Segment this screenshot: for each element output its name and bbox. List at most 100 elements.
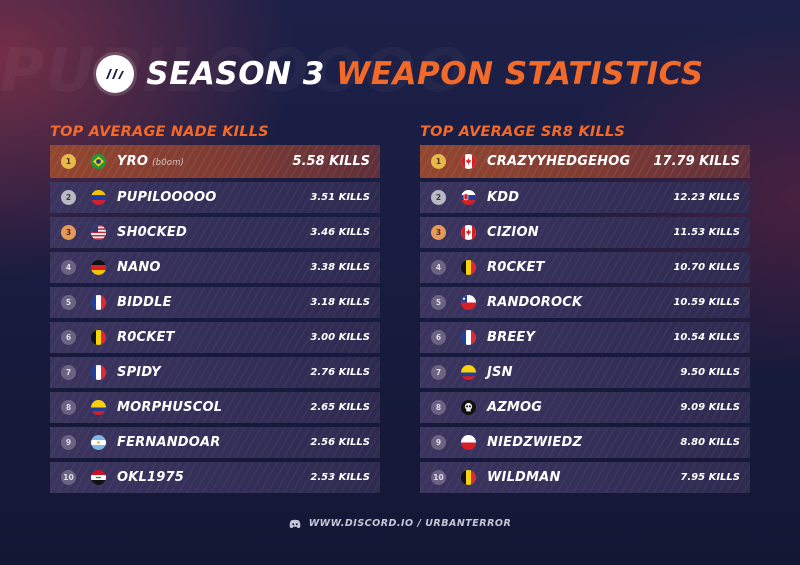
poland-flag-icon [461, 435, 476, 450]
leaderboard-row: 3 SH0CKED 3.46 KILLS [50, 217, 380, 248]
rank-badge: 10 [431, 470, 446, 485]
player-name-text: NANO [117, 260, 161, 275]
leaderboard-row: 10 WILDMAN 7.95 KILLS [420, 462, 750, 493]
title-weapon-statistics: WEAPON STATISTICS [336, 56, 704, 92]
rank-badge: 6 [431, 330, 446, 345]
kills-value: 5.58 KILLS [292, 154, 370, 169]
skull-flag-icon [461, 400, 476, 415]
sr8-kills-list: 1 CRAZYYHEDGEHOG 17.79 KILLS 2 KDD 12.23 KILL… [420, 145, 750, 493]
leaderboard-row: 5 BIDDLE 3.18 KILLS [50, 287, 380, 318]
player-name-text: RANDOROCK [487, 295, 583, 310]
venezuela-flag-icon [91, 190, 106, 205]
iraq-flag-icon [91, 470, 106, 485]
leaderboard-row: 1 YRO (b0om) 5.58 KILLS [50, 145, 380, 178]
player-name: NANO [117, 260, 161, 275]
player-name-text: WILDMAN [487, 470, 561, 485]
player-name-text: NIEDZWIEDZ [487, 435, 583, 450]
rank-badge: 8 [431, 400, 446, 415]
player-name-text: AZMOG [487, 400, 543, 415]
leaderboard-row: 9 FERNANDOAR 2.56 KILLS [50, 427, 380, 458]
player-name: YRO (b0om) [117, 154, 184, 169]
leaderboard-row: 9 NIEDZWIEDZ 8.80 KILLS [420, 427, 750, 458]
player-name-text: SPIDY [117, 365, 161, 380]
player-name-text: BIDDLE [117, 295, 172, 310]
brazil-flag-icon [91, 154, 106, 169]
player-name: OKL1975 [117, 470, 184, 485]
player-name: R0CKET [117, 330, 175, 345]
kills-value: 3.38 KILLS [310, 262, 370, 273]
rank-badge: 1 [61, 154, 76, 169]
player-name: SH0CKED [117, 225, 187, 240]
player-name: CIZION [487, 225, 539, 240]
rank-badge: 7 [431, 365, 446, 380]
rank-badge: 2 [431, 190, 446, 205]
player-name: BREEY [487, 330, 535, 345]
germany-flag-icon [91, 260, 106, 275]
nade-kills-panel: TOP AVERAGE NADE KILLS 1 YRO (b0om) 5.58 KI… [50, 122, 380, 497]
chile-flag-icon [461, 295, 476, 310]
kills-value: 9.50 KILLS [680, 367, 740, 378]
discord-link[interactable]: WWW.DISCORD.IO / URBANTERROR [308, 518, 512, 529]
usa-flag-icon [91, 225, 106, 240]
leaderboard-row: 8 MORPHUSCOL 2.65 KILLS [50, 392, 380, 423]
rank-badge: 4 [431, 260, 446, 275]
kills-value: 10.54 KILLS [673, 332, 740, 343]
player-name: CRAZYYHEDGEHOG [487, 154, 630, 169]
rank-badge: 6 [61, 330, 76, 345]
kills-value: 8.80 KILLS [680, 437, 740, 448]
player-name: KDD [487, 190, 519, 205]
rank-badge: 10 [61, 470, 76, 485]
player-name-text: SH0CKED [117, 225, 187, 240]
leaderboard-row: 7 SPIDY 2.76 KILLS [50, 357, 380, 388]
belgium-flag-icon [461, 260, 476, 275]
colombia-flag-icon [91, 400, 106, 415]
rank-badge: 3 [431, 225, 446, 240]
kills-value: 10.59 KILLS [673, 297, 740, 308]
page-header: SEASON 3 WEAPON STATISTICS [0, 52, 800, 96]
kills-value: 11.53 KILLS [673, 227, 740, 238]
player-name-text: MORPHUSCOL [117, 400, 223, 415]
leaderboard-row: 10 OKL1975 2.53 KILLS [50, 462, 380, 493]
belgium-flag-icon [461, 470, 476, 485]
kills-value: 3.51 KILLS [310, 192, 370, 203]
player-alias: (b0om) [152, 158, 185, 168]
player-name: FERNANDOAR [117, 435, 221, 450]
france-flag-icon [461, 330, 476, 345]
kills-value: 12.23 KILLS [673, 192, 740, 203]
leaderboard-row: 4 R0CKET 10.70 KILLS [420, 252, 750, 283]
player-name: RANDOROCK [487, 295, 582, 310]
player-name: WILDMAN [487, 470, 561, 485]
rank-badge: 9 [431, 435, 446, 450]
kills-value: 3.18 KILLS [310, 297, 370, 308]
rank-badge: 4 [61, 260, 76, 275]
rank-badge: 3 [61, 225, 76, 240]
kills-value: 2.65 KILLS [310, 402, 370, 413]
france-flag-icon [91, 365, 106, 380]
kills-value: 2.56 KILLS [310, 437, 370, 448]
player-name-text: KDD [487, 190, 520, 205]
player-name-text: JSN [487, 365, 513, 380]
kills-value: 2.76 KILLS [310, 367, 370, 378]
kills-value: 3.46 KILLS [310, 227, 370, 238]
player-name-text: R0CKET [117, 330, 175, 345]
kills-value: 3.00 KILLS [310, 332, 370, 343]
kills-value: 9.09 KILLS [680, 402, 740, 413]
kills-value: 7.95 KILLS [680, 472, 740, 483]
rank-badge: 7 [61, 365, 76, 380]
player-name: NIEDZWIEDZ [487, 435, 582, 450]
nade-kills-list: 1 YRO (b0om) 5.58 KILLS 2 PUPILOOOOO 3.51 KILL… [50, 145, 380, 493]
colombia-flag-icon [461, 365, 476, 380]
player-name-text: R0CKET [487, 260, 545, 275]
discord-icon [289, 519, 301, 528]
player-name: SPIDY [117, 365, 161, 380]
leaderboard-row: 5 RANDOROCK 10.59 KILLS [420, 287, 750, 318]
player-name-text: CIZION [487, 225, 539, 240]
page-title: SEASON 3 WEAPON STATISTICS [146, 56, 703, 92]
france-flag-icon [91, 295, 106, 310]
rank-badge: 2 [61, 190, 76, 205]
leaderboard-row: 4 NANO 3.38 KILLS [50, 252, 380, 283]
slovakia-flag-icon [461, 190, 476, 205]
rank-badge: 8 [61, 400, 76, 415]
player-name-text: PUPILOOOOO [117, 190, 217, 205]
player-name-text: FERNANDOAR [117, 435, 221, 450]
